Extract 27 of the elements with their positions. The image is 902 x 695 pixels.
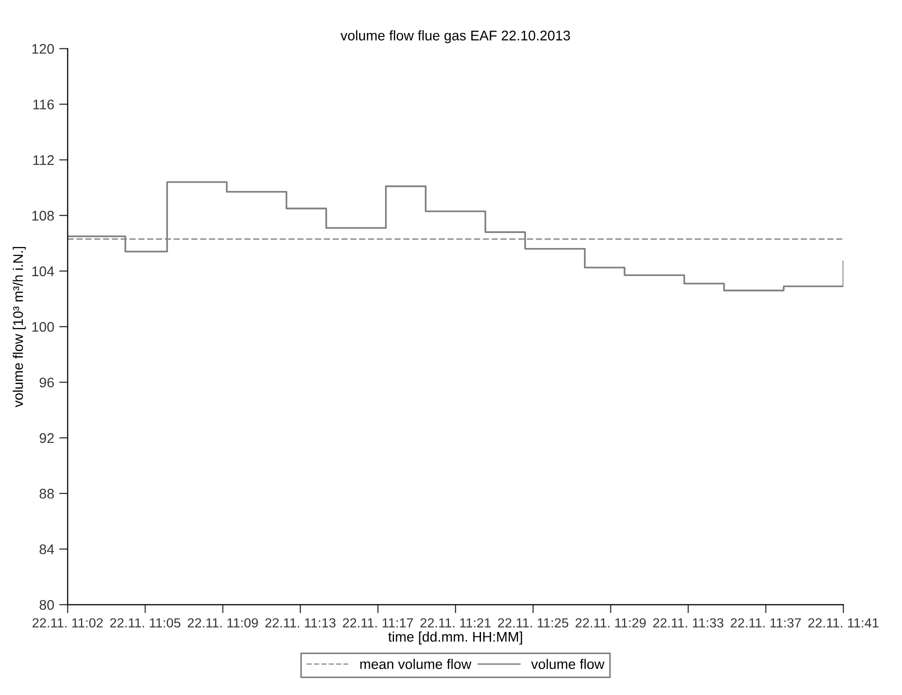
chart-title: volume flow flue gas EAF 22.10.2013 xyxy=(340,30,570,44)
x-axis-title: time [dd.mm. HH:MM] xyxy=(388,632,522,644)
x-tick-label: 22.11. 11:33 xyxy=(653,618,724,628)
y-tick-label: 88 xyxy=(40,488,54,499)
x-tick-label: 22.11. 11:29 xyxy=(576,618,646,628)
y-tick-label: 108 xyxy=(32,210,54,221)
y-tick-label: 120 xyxy=(32,44,54,54)
x-tick-label: 22.11. 11:02 xyxy=(32,618,103,628)
y-tick-label: 92 xyxy=(40,433,54,444)
y-tick-label: 80 xyxy=(40,600,54,610)
x-tick-label: 22.11. 11:17 xyxy=(342,618,413,628)
x-tick-label: 22.11. 11:37 xyxy=(730,618,801,628)
y-tick-label: 104 xyxy=(32,266,54,276)
y-tick-label: 112 xyxy=(33,155,54,165)
legend-label: volume flow xyxy=(531,658,604,670)
y-tick-label: 84 xyxy=(40,544,54,554)
y-tick-label: 96 xyxy=(40,378,54,388)
x-tick-label: 22.11. 11:21 xyxy=(420,618,491,628)
y-axis-title: volume flow [10³ m³/h i.N.] xyxy=(12,246,26,408)
x-tick-label: 22.11. 11:09 xyxy=(188,618,258,628)
y-tick-label: 116 xyxy=(33,100,54,110)
x-tick-label: 22.11. 11:13 xyxy=(265,618,336,628)
y-tick-label: 100 xyxy=(32,322,54,332)
x-tick-label: 22.11. 11:05 xyxy=(110,618,180,628)
legend-label: mean volume flow xyxy=(360,658,472,670)
x-tick-label: 22.11. 11:41 xyxy=(808,618,878,628)
x-tick-label: 22.11. 11:25 xyxy=(498,618,568,628)
